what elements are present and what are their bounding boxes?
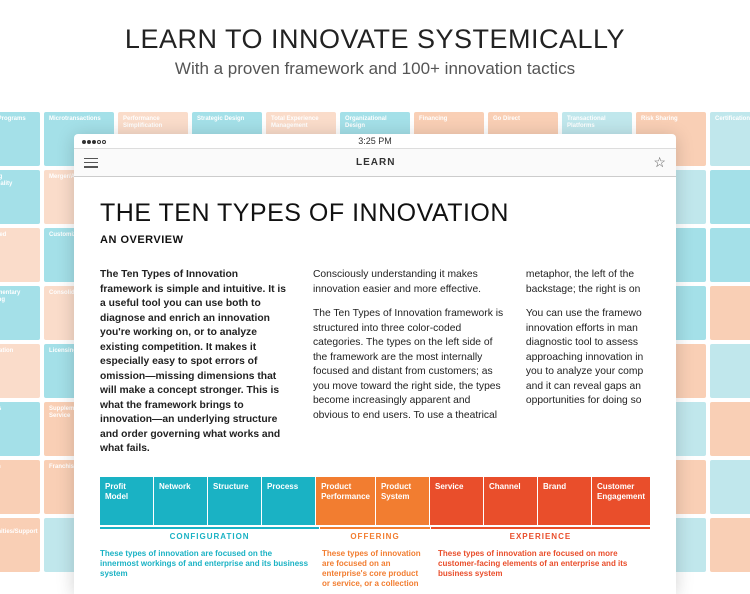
- signal-dots: [82, 136, 112, 146]
- bg-tile: Alliances: [0, 402, 40, 456]
- type-cell[interactable]: Product Performance: [316, 477, 375, 525]
- type-cell[interactable]: Profit Model: [100, 477, 153, 525]
- bg-tile: Premium: [0, 460, 40, 514]
- type-cell[interactable]: Network: [154, 477, 207, 525]
- group-experience: EXPERIENCE: [431, 527, 650, 541]
- bg-tile: [710, 460, 750, 514]
- article-columns: The Ten Types of Innovation framework is…: [100, 268, 650, 457]
- status-time: 3:25 PM: [358, 136, 392, 146]
- type-cell[interactable]: Channel: [484, 477, 537, 525]
- type-cell[interactable]: Structure: [208, 477, 261, 525]
- group-configuration: CONFIGURATION: [100, 527, 319, 541]
- group-offering: OFFERING: [320, 527, 430, 541]
- type-cell[interactable]: Product System: [376, 477, 429, 525]
- bg-tile: [710, 402, 750, 456]
- article-content: THE TEN TYPES OF INNOVATION AN OVERVIEW …: [74, 177, 676, 594]
- type-cell[interactable]: Brand: [538, 477, 591, 525]
- hero-title: LEARN TO INNOVATE SYSTEMICALLY: [0, 24, 750, 55]
- article-title: THE TEN TYPES OF INNOVATION: [100, 199, 650, 228]
- ipad-frame: 3:25 PM LEARN ☆ THE TEN TYPES OF INNOVAT…: [74, 134, 676, 594]
- types-strip: Profit ModelNetworkStructureProcessProdu…: [100, 477, 650, 525]
- article-subtitle: AN OVERVIEW: [100, 234, 650, 246]
- group-descriptions: These types of innovation are focused on…: [100, 549, 650, 589]
- type-cell[interactable]: Customer Engagement: [592, 477, 650, 525]
- nav-title: LEARN: [356, 157, 395, 168]
- article-col1: The Ten Types of Innovation framework is…: [100, 268, 291, 457]
- hero-subtitle: With a proven framework and 100+ innovat…: [0, 59, 750, 79]
- group-desc-experience: These types of innovation are focused on…: [438, 549, 650, 589]
- bg-tile: Engaging Functionality: [0, 170, 40, 224]
- article-col3: metaphor, the left of the backstage; the…: [526, 268, 650, 457]
- bg-tile: Conservation: [0, 344, 40, 398]
- bg-tile: Complementary Partnering: [0, 286, 40, 340]
- group-labels: CONFIGURATION OFFERING EXPERIENCE: [100, 527, 650, 541]
- article-col2: Consciously understanding it makes innov…: [313, 268, 504, 457]
- hero-section: LEARN TO INNOVATE SYSTEMICALLY With a pr…: [0, 0, 750, 93]
- status-bar: 3:25 PM: [74, 134, 676, 149]
- bg-tile: [710, 228, 750, 282]
- group-desc-offering: These types of innovation are focused on…: [322, 549, 428, 589]
- favorite-icon[interactable]: ☆: [653, 154, 666, 171]
- bg-tile: [710, 286, 750, 340]
- bg-tile: Loyalty Programs: [0, 112, 40, 166]
- bg-tile: User Communities/Support Systems: [0, 518, 40, 572]
- group-desc-configuration: These types of innovation are focused on…: [100, 549, 312, 589]
- bg-tile: [710, 344, 750, 398]
- menu-icon[interactable]: [84, 158, 98, 168]
- bg-tile: Certification: [710, 112, 750, 166]
- nav-bar: LEARN ☆: [74, 149, 676, 177]
- type-cell[interactable]: Process: [262, 477, 315, 525]
- bg-tile: [710, 170, 750, 224]
- type-cell[interactable]: Service: [430, 477, 483, 525]
- bg-tile: [710, 518, 750, 572]
- bg-tile: Unbundled: [0, 228, 40, 282]
